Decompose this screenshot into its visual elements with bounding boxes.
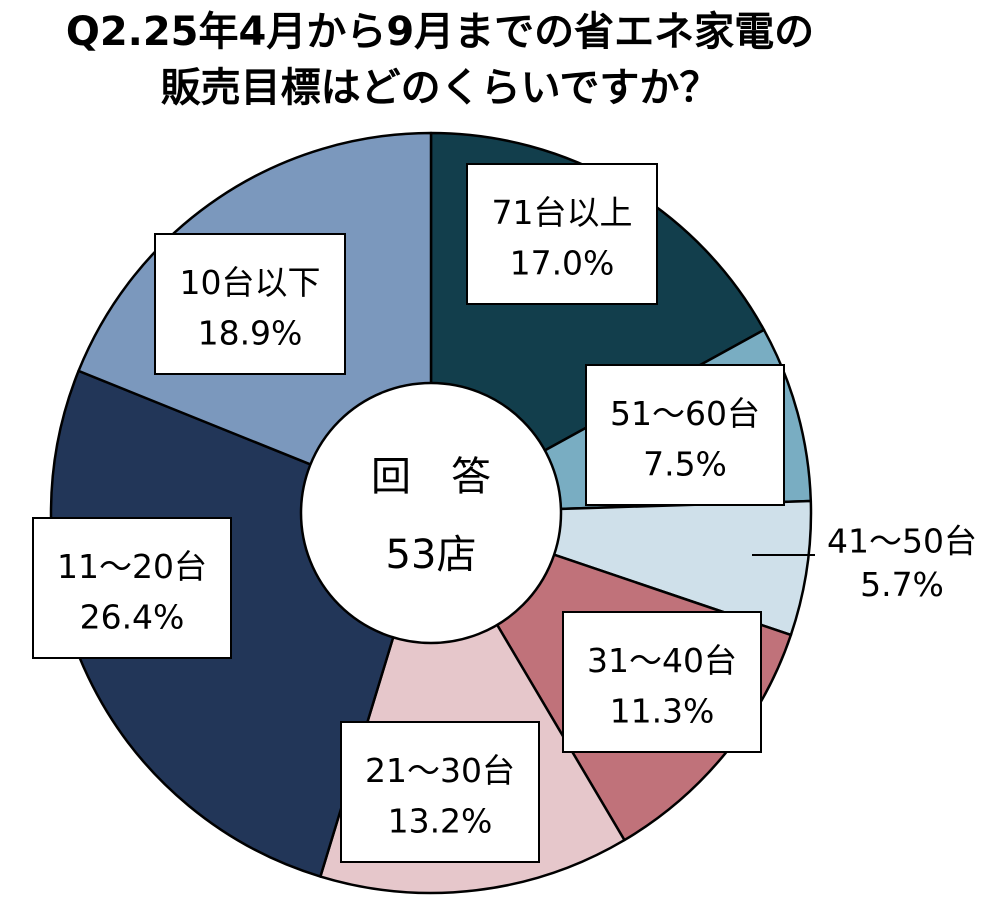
chart-title: Q2.25年4月から9月までの省エネ家電の 販売目標はどのくらいですか？ — [0, 4, 880, 116]
label-box — [340, 721, 540, 863]
slice-value-label: 26.4% — [80, 597, 185, 636]
slice-value-label: 18.9% — [198, 313, 303, 352]
slice-category-label: 21～30台 — [365, 751, 515, 790]
donut-hole: 回 答 53店 — [299, 381, 563, 645]
label-box — [562, 611, 762, 753]
center-label-count: 53店 — [386, 532, 477, 578]
slice-value-label: 7.5% — [643, 444, 727, 483]
slice-label-5: 21～30台 13.2% — [340, 721, 540, 863]
slice-value-label: 13.2% — [388, 801, 493, 840]
chart-title-line-2: 販売目標はどのくらいですか？ — [160, 65, 720, 111]
slice-category-label: 51～60台 — [610, 394, 760, 433]
center-circle — [299, 381, 563, 645]
label-box — [154, 233, 346, 375]
slice-label-2: 51～60台 7.5% — [585, 364, 785, 506]
slice-label-7: 10台以下 18.9% — [154, 233, 346, 375]
slice-label-6: 11～20台 26.4% — [32, 517, 232, 659]
chart-title-line-1: Q2.25年4月から9月までの省エネ家電の — [65, 9, 815, 55]
slice-value-label: 11.3% — [610, 691, 715, 730]
slice-label-1: 71台以上 17.0% — [466, 163, 658, 305]
label-box — [585, 364, 785, 506]
slice-category-label: 41～50台 — [827, 522, 977, 561]
slice-value-label: 5.7% — [860, 565, 944, 604]
slice-labels: 71台以上 17.0% 51～60台 7.5% 41～50台 5.7% 31～40台 11.3… — [32, 163, 977, 863]
slice-category-label: 10台以下 — [180, 263, 321, 302]
slice-category-label: 71台以上 — [492, 193, 633, 232]
label-box — [32, 517, 232, 659]
slice-category-label: 31～40台 — [587, 641, 737, 680]
slice-category-label: 11～20台 — [57, 547, 207, 586]
center-label-respondents: 回 答 — [371, 454, 491, 500]
slice-label-4: 31～40台 11.3% — [562, 611, 762, 753]
label-box — [466, 163, 658, 305]
slice-value-label: 17.0% — [510, 243, 615, 282]
slice-label-3: 41～50台 5.7% — [752, 522, 977, 604]
